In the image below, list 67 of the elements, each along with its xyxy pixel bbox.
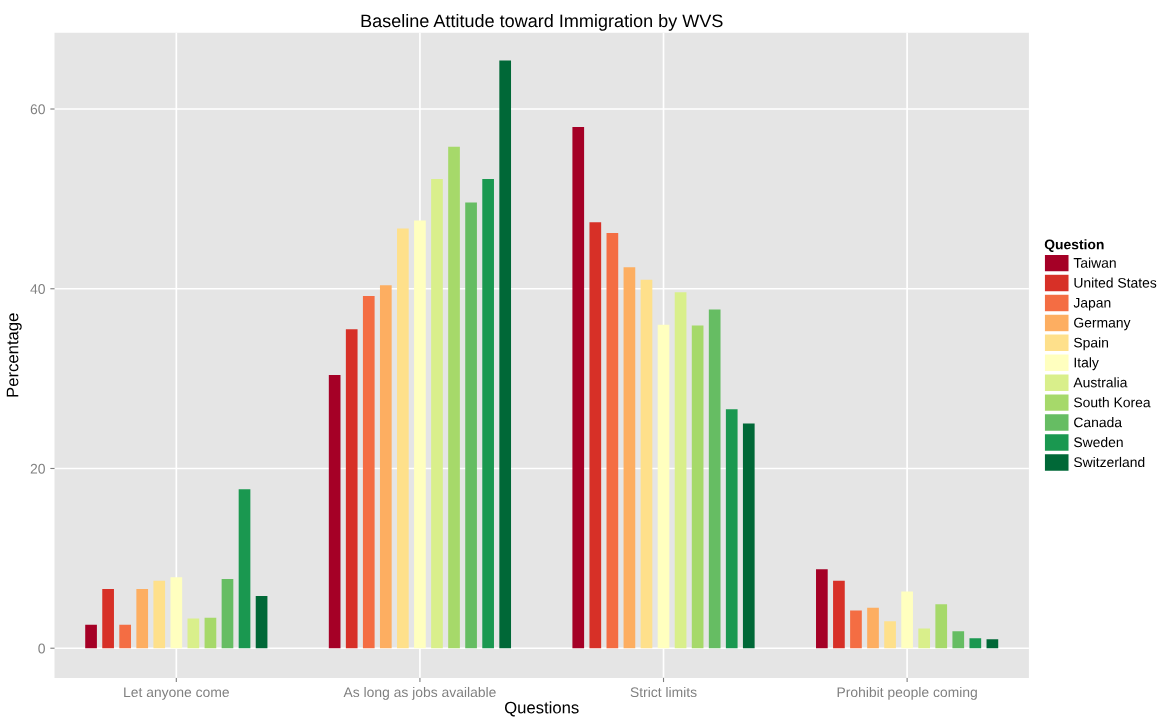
- bar: [606, 233, 619, 649]
- y-tick-label: 0: [38, 643, 45, 654]
- bar: [465, 202, 477, 649]
- bar: [691, 325, 704, 649]
- bar: [952, 631, 965, 649]
- x-tick-label: Prohibit people coming: [837, 686, 977, 700]
- bar: [867, 607, 879, 649]
- legend-label: Germany: [1074, 317, 1131, 331]
- bar: [119, 624, 132, 649]
- bar: [238, 489, 251, 649]
- bar: [884, 621, 896, 649]
- x-tick-label: Strict limits: [630, 686, 697, 698]
- legend-label: United States: [1074, 277, 1157, 288]
- bar: [572, 126, 585, 649]
- bar: [345, 329, 358, 649]
- bar: [187, 618, 200, 649]
- bar: [708, 309, 721, 649]
- legend-label: Italy: [1074, 357, 1099, 371]
- bar: [935, 604, 948, 649]
- y-axis-title: Percentage: [6, 313, 22, 397]
- bar: [482, 179, 494, 649]
- bar: [448, 146, 460, 649]
- legend-label: Canada: [1074, 417, 1123, 428]
- bar: [85, 624, 97, 649]
- bar: [850, 610, 862, 649]
- legend-label: Japan: [1073, 297, 1111, 311]
- legend-title: Question: [1044, 239, 1104, 252]
- bar: [102, 588, 114, 649]
- bar: [816, 569, 828, 649]
- bar: [725, 409, 738, 649]
- legend-label: Sweden: [1074, 436, 1123, 448]
- legend-label: Switzerland: [1074, 456, 1145, 468]
- chart-title: Baseline Attitude toward Immigration by WVS: [361, 13, 723, 31]
- y-tick-label: 60: [30, 104, 45, 115]
- y-tick-label: 20: [30, 463, 45, 474]
- bar: [379, 285, 392, 649]
- bar: [623, 267, 636, 649]
- legend-label: South Korea: [1074, 397, 1151, 408]
- x-tick-label: As long as jobs available: [343, 686, 496, 700]
- bar: [328, 375, 341, 649]
- x-axis-title: Questions: [504, 701, 579, 717]
- bar: [221, 579, 234, 649]
- bar: [742, 423, 755, 649]
- bar: [969, 638, 982, 649]
- bar: [589, 222, 602, 649]
- legend-label: Spain: [1074, 337, 1109, 351]
- bar: [640, 279, 653, 649]
- bar: [986, 639, 999, 649]
- bar: [657, 324, 670, 649]
- legend-label: Australia: [1073, 377, 1128, 388]
- bar: [918, 628, 931, 649]
- bar: [833, 580, 845, 649]
- legend-label: Taiwan: [1073, 257, 1116, 268]
- bar: [414, 220, 426, 649]
- bar: [170, 577, 183, 649]
- bar: [362, 295, 375, 649]
- x-tick-label: Let anyone come: [124, 687, 229, 700]
- bar: [674, 292, 687, 649]
- bar: [136, 588, 149, 649]
- bar: [499, 60, 512, 649]
- y-tick-label: 40: [30, 284, 45, 294]
- bar: [204, 617, 217, 649]
- bar: [431, 179, 443, 649]
- bar: [153, 580, 166, 649]
- bar: [901, 591, 913, 649]
- bar: [255, 596, 268, 649]
- bar: [397, 228, 409, 649]
